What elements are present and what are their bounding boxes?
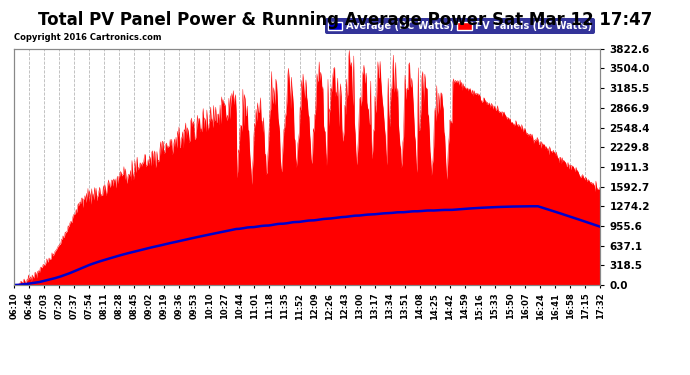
Text: Total PV Panel Power & Running Average Power Sat Mar 12 17:47: Total PV Panel Power & Running Average P… — [38, 11, 652, 29]
Legend: Average (DC Watts), PV Panels (DC Watts): Average (DC Watts), PV Panels (DC Watts) — [324, 18, 595, 34]
Text: Copyright 2016 Cartronics.com: Copyright 2016 Cartronics.com — [14, 33, 161, 42]
